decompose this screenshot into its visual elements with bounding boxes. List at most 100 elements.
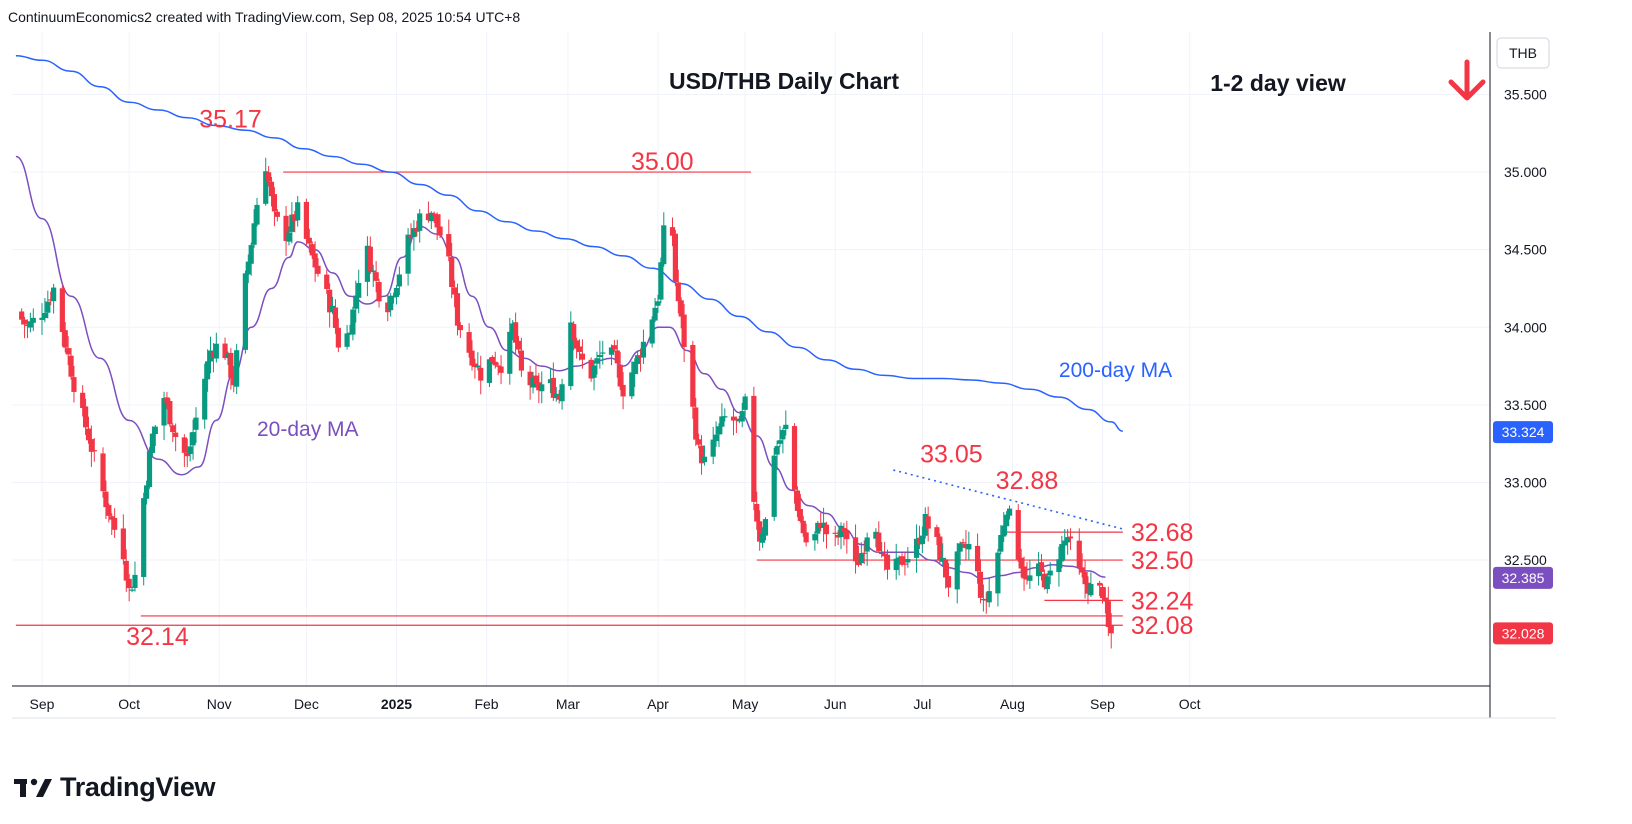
candle-body[interactable] [315,265,321,274]
candle-body[interactable] [364,245,371,282]
candle-body[interactable] [876,532,882,552]
candle-body[interactable] [1102,597,1109,602]
candle-body[interactable] [1041,573,1047,588]
ma20-line[interactable] [15,155,1106,580]
candle-body[interactable] [30,317,36,323]
candle-body[interactable] [106,505,112,516]
candle-body[interactable] [913,538,920,558]
candle-body[interactable] [329,305,336,312]
candle-body[interactable] [210,351,217,357]
candle-body[interactable] [205,361,211,380]
candle-body[interactable] [919,535,925,545]
candle-body[interactable] [492,361,498,366]
candle-body[interactable] [597,354,603,358]
candle-body[interactable] [170,425,176,433]
candle-body[interactable] [42,312,48,319]
candle-body[interactable] [655,301,661,306]
candle-body[interactable] [129,589,135,591]
candle-body[interactable] [303,201,310,239]
candle-body[interactable] [518,350,525,371]
candle-body[interactable] [571,324,577,341]
candle-body[interactable] [396,274,402,287]
candle-body[interactable] [231,375,237,386]
candle-body[interactable] [251,223,257,245]
candle-body[interactable] [637,356,644,358]
candle-body[interactable] [1027,575,1033,581]
candle-body[interactable] [783,424,789,430]
candle-body[interactable] [983,598,989,601]
candle-body[interactable] [937,536,943,561]
candle-body[interactable] [181,437,187,453]
candle-body[interactable] [45,301,51,313]
candle-body[interactable] [701,456,708,463]
candle-body[interactable] [800,520,806,534]
candle-body[interactable] [858,553,864,564]
candle-body[interactable] [350,309,356,335]
candle-body[interactable] [925,516,931,529]
candle-body[interactable] [922,514,928,536]
candle-body[interactable] [82,406,89,428]
candle-body[interactable] [835,534,841,538]
candle-body[interactable] [591,365,597,378]
candle-body[interactable] [820,522,827,529]
candle-body[interactable] [579,353,586,360]
candle-body[interactable] [791,426,798,490]
candle-body[interactable] [620,384,626,397]
candle-body[interactable] [818,523,824,529]
candle-body[interactable] [652,307,658,321]
candle-body[interactable] [184,452,190,457]
candle-body[interactable] [986,591,992,603]
candle-body[interactable] [1004,514,1010,527]
candle-body[interactable] [995,552,1001,594]
candle-body[interactable] [884,554,891,570]
candle-body[interactable] [774,446,780,455]
price-badge[interactable] [1493,622,1553,645]
candle-body[interactable] [681,314,687,347]
candle-body[interactable] [899,556,905,565]
candle-body[interactable] [974,545,981,572]
candle-body[interactable] [661,225,667,265]
candle-body[interactable] [222,343,228,359]
candle-body[interactable] [141,498,147,577]
candle-body[interactable] [1076,540,1082,568]
candle-body[interactable] [390,296,397,298]
candle-body[interactable] [356,283,362,298]
candle-body[interactable] [980,599,986,601]
candle-body[interactable] [161,398,167,426]
candle-body[interactable] [957,543,963,552]
candle-body[interactable] [559,384,565,402]
candle-body[interactable] [68,355,74,377]
candle-body[interactable] [879,552,885,555]
candle-body[interactable] [1082,571,1088,585]
candle-body[interactable] [100,453,106,492]
candle-body[interactable] [472,363,478,368]
candle-body[interactable] [428,212,434,222]
candle-body[interactable] [126,578,132,589]
candle-body[interactable] [344,333,350,347]
candle-body[interactable] [417,213,423,231]
candle-body[interactable] [844,530,850,540]
candle-body[interactable] [1021,566,1027,579]
candle-body[interactable] [803,532,809,543]
candle-body[interactable] [1044,576,1050,590]
candle-body[interactable] [742,396,748,410]
candle-body[interactable] [722,416,728,418]
candle-body[interactable] [977,571,984,598]
candle-body[interactable] [1047,570,1053,576]
candle-body[interactable] [486,359,493,383]
candle-body[interactable] [823,524,830,535]
candle-body[interactable] [945,576,952,588]
candle-body[interactable] [719,416,725,427]
candle-body[interactable] [861,552,867,554]
candle-body[interactable] [469,350,475,366]
price-badge[interactable] [1493,566,1553,589]
candle-body[interactable] [512,322,519,343]
candle-body[interactable] [940,557,946,562]
candle-body[interactable] [202,378,208,420]
candle-body[interactable] [335,327,341,348]
candle-body[interactable] [213,343,219,359]
candle-body[interactable] [24,324,31,327]
candle-body[interactable] [164,397,170,403]
candle-body[interactable] [173,432,179,438]
candle-body[interactable] [1079,567,1085,573]
